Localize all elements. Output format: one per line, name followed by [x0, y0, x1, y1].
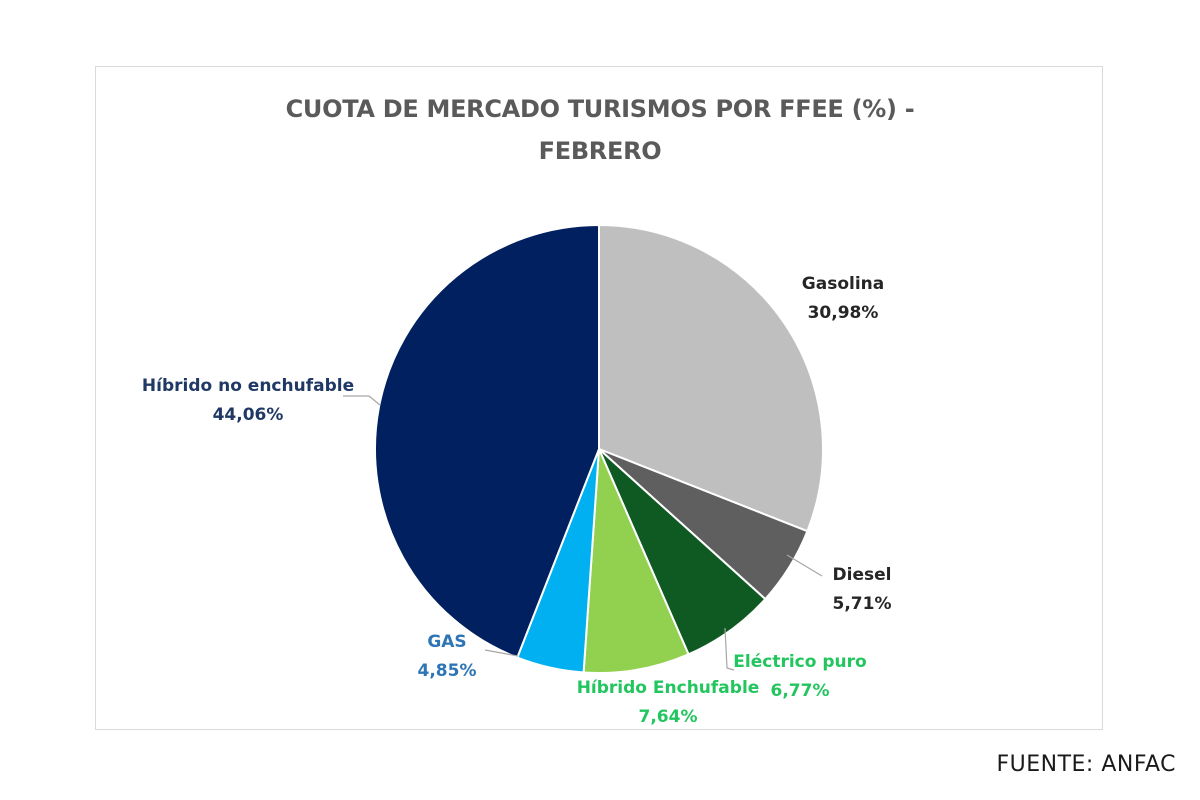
leader-line-diesel	[786, 554, 823, 577]
leader-line-gas	[484, 649, 519, 657]
slice-label-value: 5,71%	[832, 594, 892, 614]
slice-label-name: Híbrido Enchufable	[576, 678, 760, 698]
slice-label-value: 6,77%	[770, 681, 830, 701]
slice-label-hibrido-no-enchufable: Híbrido no enchufable 44,06%	[142, 372, 354, 430]
pie-slice-híbrido-enchufable	[582, 448, 690, 674]
pie-slice-gasolina	[598, 223, 824, 533]
slice-label-name: GAS	[427, 632, 467, 652]
pie-slices	[374, 223, 824, 674]
slice-label-gas: GAS 4,85%	[418, 628, 477, 686]
leader-line-electrico-puro	[724, 627, 735, 671]
pie-slice-híbrido-no-enchufable	[374, 223, 600, 659]
slice-label-value: 7,64%	[638, 707, 698, 727]
source-note: FUENTE: ANFAC	[996, 752, 1176, 777]
slice-label-value: 44,06%	[212, 405, 284, 425]
slice-label-gasolina: Gasolina 30,98%	[802, 270, 884, 328]
slice-label-value: 4,85%	[417, 661, 477, 681]
slice-label-hibrido-enchufable: Híbrido Enchufable 7,64%	[577, 674, 760, 732]
leader-lines	[343, 395, 823, 671]
slice-label-value: 30,98%	[807, 303, 879, 323]
slice-label-diesel: Diesel 5,71%	[833, 561, 892, 619]
slice-label-name: Eléctrico puro	[733, 652, 867, 672]
slice-label-name: Gasolina	[801, 274, 885, 294]
chart-title-line-1: CUOTA DE MERCADO TURISMOS POR FFEE (%) -	[285, 95, 915, 123]
slice-label-electrico-puro: Eléctrico puro 6,77%	[733, 648, 866, 706]
chart-title: CUOTA DE MERCADO TURISMOS POR FFEE (%) -…	[96, 88, 1104, 172]
slice-label-name: Híbrido no enchufable	[141, 376, 355, 396]
chart-title-line-2: FEBRERO	[538, 137, 662, 165]
slice-label-name: Diesel	[832, 565, 892, 585]
leader-line-hibrido-no-enchufable	[343, 395, 381, 406]
